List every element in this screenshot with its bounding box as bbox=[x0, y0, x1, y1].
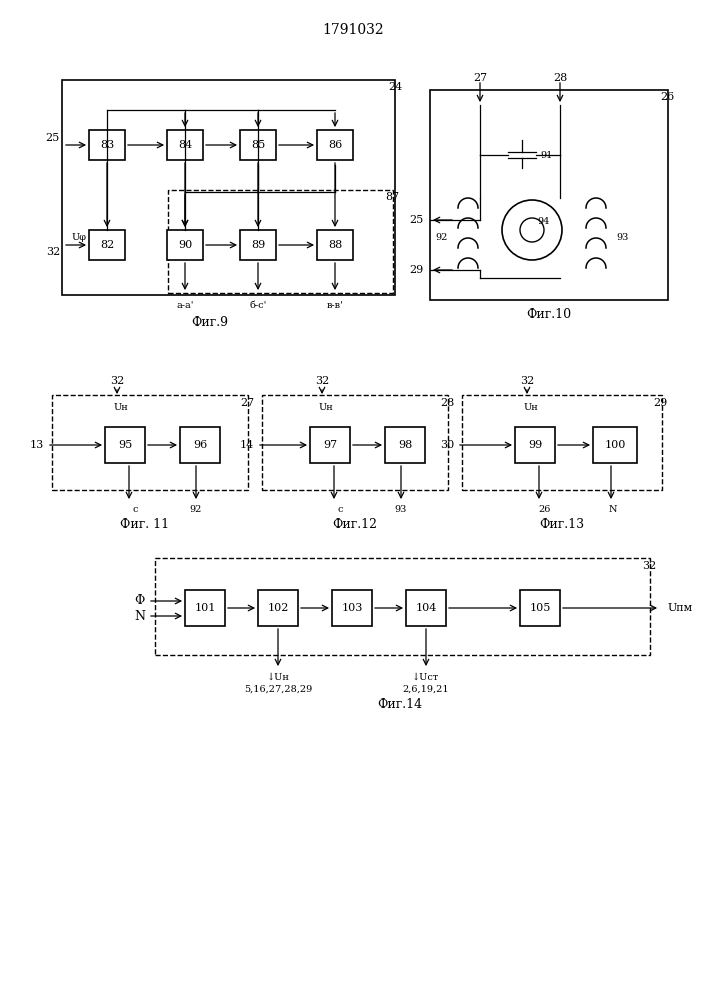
Text: 83: 83 bbox=[100, 140, 114, 150]
Bar bbox=[593, 427, 637, 463]
Bar bbox=[406, 590, 446, 626]
Bar bbox=[168, 190, 393, 293]
Text: 2,6,19,21: 2,6,19,21 bbox=[403, 684, 450, 694]
Text: 30: 30 bbox=[440, 440, 454, 450]
Text: 32: 32 bbox=[315, 376, 329, 386]
Text: 96: 96 bbox=[193, 440, 207, 450]
Text: 93: 93 bbox=[395, 506, 407, 514]
Bar bbox=[167, 130, 203, 160]
Text: 32: 32 bbox=[46, 247, 60, 257]
Text: 95: 95 bbox=[118, 440, 132, 450]
Text: 14: 14 bbox=[240, 440, 254, 450]
Bar bbox=[515, 427, 555, 463]
Text: 102: 102 bbox=[267, 603, 288, 613]
Bar bbox=[167, 230, 203, 260]
Text: 85: 85 bbox=[251, 140, 265, 150]
Text: N: N bbox=[609, 506, 617, 514]
Text: 25: 25 bbox=[409, 215, 423, 225]
Bar bbox=[262, 395, 448, 490]
Text: ↓Uст: ↓Uст bbox=[412, 672, 440, 682]
Bar bbox=[317, 130, 353, 160]
Bar bbox=[258, 590, 298, 626]
Bar bbox=[89, 230, 125, 260]
Bar bbox=[332, 590, 372, 626]
Text: Фиг.13: Фиг.13 bbox=[539, 518, 585, 532]
Bar bbox=[105, 427, 145, 463]
Text: Фиг.10: Фиг.10 bbox=[527, 308, 571, 322]
Text: 84: 84 bbox=[178, 140, 192, 150]
Text: 24: 24 bbox=[388, 82, 402, 92]
Text: 82: 82 bbox=[100, 240, 114, 250]
Bar bbox=[240, 230, 276, 260]
Text: 87: 87 bbox=[385, 192, 399, 202]
Bar bbox=[240, 130, 276, 160]
Bar bbox=[310, 427, 350, 463]
Text: 105: 105 bbox=[530, 603, 551, 613]
Text: в-в': в-в' bbox=[327, 300, 344, 310]
Text: 92: 92 bbox=[189, 506, 202, 514]
Text: 32: 32 bbox=[520, 376, 534, 386]
Bar bbox=[52, 395, 248, 490]
Text: Фиг.12: Фиг.12 bbox=[332, 518, 378, 532]
Text: 88: 88 bbox=[328, 240, 342, 250]
Text: 5,16,27,28,29: 5,16,27,28,29 bbox=[244, 684, 312, 694]
Text: 28: 28 bbox=[440, 398, 455, 408]
Text: 93: 93 bbox=[616, 233, 629, 242]
Text: Uφ: Uφ bbox=[72, 233, 87, 242]
Text: 104: 104 bbox=[415, 603, 437, 613]
Text: Фиг.9: Фиг.9 bbox=[192, 316, 228, 328]
Text: 99: 99 bbox=[528, 440, 542, 450]
Text: Uн: Uн bbox=[524, 402, 538, 412]
Text: Uпм: Uпм bbox=[668, 603, 693, 613]
Text: 1791032: 1791032 bbox=[322, 23, 384, 37]
Bar bbox=[62, 80, 395, 295]
Text: 32: 32 bbox=[642, 561, 656, 571]
Text: 27: 27 bbox=[240, 398, 254, 408]
Text: Φ: Φ bbox=[134, 594, 145, 607]
Text: 91: 91 bbox=[540, 150, 552, 159]
Bar bbox=[520, 590, 560, 626]
Text: 103: 103 bbox=[341, 603, 363, 613]
Text: Фиг. 11: Фиг. 11 bbox=[120, 518, 170, 532]
Bar bbox=[462, 395, 662, 490]
Text: 27: 27 bbox=[473, 73, 487, 83]
Text: 101: 101 bbox=[194, 603, 216, 613]
Text: 25: 25 bbox=[46, 133, 60, 143]
Text: N: N bbox=[134, 609, 145, 622]
Text: 100: 100 bbox=[604, 440, 626, 450]
Bar bbox=[185, 590, 225, 626]
Text: 89: 89 bbox=[251, 240, 265, 250]
Bar bbox=[89, 130, 125, 160]
Text: 97: 97 bbox=[323, 440, 337, 450]
Text: 28: 28 bbox=[553, 73, 567, 83]
Text: Uн: Uн bbox=[319, 402, 334, 412]
Bar bbox=[385, 427, 425, 463]
Bar bbox=[317, 230, 353, 260]
Bar bbox=[180, 427, 220, 463]
Text: Uн: Uн bbox=[114, 402, 129, 412]
Text: с: с bbox=[337, 506, 343, 514]
Text: 29: 29 bbox=[409, 265, 423, 275]
Text: 26: 26 bbox=[539, 506, 551, 514]
Text: 86: 86 bbox=[328, 140, 342, 150]
Text: 29: 29 bbox=[653, 398, 667, 408]
Text: а-а': а-а' bbox=[176, 300, 194, 310]
Text: 26: 26 bbox=[660, 92, 674, 102]
Text: 98: 98 bbox=[398, 440, 412, 450]
Text: с: с bbox=[132, 506, 138, 514]
Bar bbox=[155, 558, 650, 655]
Text: Фиг.14: Фиг.14 bbox=[378, 698, 423, 712]
Text: б-с': б-с' bbox=[250, 300, 267, 310]
Text: 92: 92 bbox=[436, 233, 448, 242]
Text: 13: 13 bbox=[30, 440, 44, 450]
Text: ↓Uн: ↓Uн bbox=[267, 672, 289, 682]
Text: 32: 32 bbox=[110, 376, 124, 386]
Text: 94: 94 bbox=[537, 218, 549, 227]
Text: 90: 90 bbox=[178, 240, 192, 250]
Bar bbox=[430, 90, 668, 300]
